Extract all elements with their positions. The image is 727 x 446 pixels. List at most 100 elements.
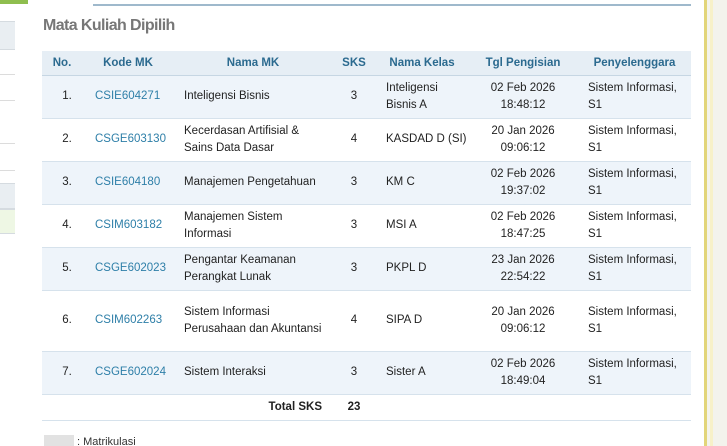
table-row: 6. CSIM602263 Sistem Informasi Perusahaa… bbox=[42, 290, 691, 352]
row-no: 7. bbox=[42, 351, 82, 395]
row-tgl-date: 20 Jan 2026 bbox=[491, 124, 555, 137]
row-sks: 3 bbox=[332, 247, 376, 291]
row-no: 1. bbox=[42, 75, 82, 119]
row-nama: Pengantar Keamanan Perangkat Lunak bbox=[174, 247, 332, 291]
row-penyelenggara: Sistem Informasi, S1 bbox=[578, 118, 691, 162]
row-kode: CSIE604180 bbox=[82, 161, 174, 205]
selected-courses-table: No. Kode MK Nama MK SKS Nama Kelas Tgl P… bbox=[42, 51, 691, 421]
row-penyelenggara: Sistem Informasi, S1 bbox=[578, 75, 691, 119]
sidebar-block[interactable] bbox=[0, 21, 15, 50]
row-nama: Sistem Interaksi bbox=[174, 351, 332, 395]
row-no: 5. bbox=[42, 247, 82, 291]
course-code-link[interactable]: CSIM603182 bbox=[95, 219, 163, 231]
row-penyelenggara: Sistem Informasi, S1 bbox=[578, 161, 691, 205]
sidebar-divider bbox=[0, 143, 15, 144]
legend: : Matrikulasi bbox=[44, 435, 136, 446]
row-no: 6. bbox=[42, 290, 82, 352]
course-code-link[interactable]: CSGE602024 bbox=[95, 366, 166, 378]
table-row: 3. CSIE604180 Manajemen Pengetahuan 3 KM… bbox=[42, 161, 691, 205]
sidebar-block-highlight[interactable] bbox=[0, 209, 15, 234]
row-kode: CSGE602024 bbox=[82, 351, 174, 395]
row-kode: CSIE604271 bbox=[82, 75, 174, 119]
course-code-link[interactable]: CSGE603130 bbox=[95, 133, 166, 145]
row-nama: Inteligensi Bisnis bbox=[174, 75, 332, 119]
row-tgl: 02 Feb 2026 19:37:02 bbox=[468, 161, 578, 205]
header-sks: SKS bbox=[332, 51, 376, 76]
table-row: 7. CSGE602024 Sistem Interaksi 3 Sister … bbox=[42, 351, 691, 395]
row-tgl-time: 18:47:25 bbox=[500, 227, 546, 240]
row-sks: 3 bbox=[332, 75, 376, 119]
row-nama: Manajemen Pengetahuan bbox=[174, 161, 332, 205]
row-no: 3. bbox=[42, 161, 82, 205]
row-sks: 3 bbox=[332, 351, 376, 395]
row-kelas: KM C bbox=[376, 161, 468, 205]
row-tgl: 02 Feb 2026 18:48:12 bbox=[468, 75, 578, 119]
row-tgl-date: 02 Feb 2026 bbox=[490, 357, 556, 370]
course-code-link[interactable]: CSGE602023 bbox=[95, 262, 166, 274]
matrikulasi-swatch bbox=[44, 435, 74, 446]
header-tgl: Tgl Pengisian bbox=[468, 51, 578, 76]
row-kelas: Sister A bbox=[376, 351, 468, 395]
table-row: 1. CSIE604271 Inteligensi Bisnis 3 Intel… bbox=[42, 75, 691, 119]
row-kelas: Inteligensi Bisnis A bbox=[376, 75, 468, 119]
sidebar-block[interactable] bbox=[0, 183, 15, 209]
row-tgl: 20 Jan 2026 09:06:12 bbox=[468, 118, 578, 162]
row-tgl-date: 02 Feb 2026 bbox=[490, 167, 556, 180]
row-penyelenggara: Sistem Informasi, S1 bbox=[578, 351, 691, 395]
course-code-link[interactable]: CSIE604180 bbox=[95, 176, 161, 188]
section-title: Mata Kuliah Dipilih bbox=[43, 17, 175, 34]
total-row: Total SKS 23 bbox=[42, 394, 691, 421]
sidebar-divider bbox=[0, 100, 15, 101]
table-row: 5. CSGE602023 Pengantar Keamanan Perangk… bbox=[42, 247, 691, 291]
course-code-link[interactable]: CSIE604271 bbox=[95, 90, 161, 102]
row-tgl: 20 Jan 2026 09:06:12 bbox=[468, 290, 578, 352]
row-penyelenggara: Sistem Informasi, S1 bbox=[578, 204, 691, 248]
row-no: 4. bbox=[42, 204, 82, 248]
table-row: 4. CSIM603182 Manajemen Sistem Informasi… bbox=[42, 204, 691, 248]
header-kode: Kode MK bbox=[82, 51, 174, 76]
row-tgl: 02 Feb 2026 18:49:04 bbox=[468, 351, 578, 395]
sidebar-divider bbox=[0, 170, 15, 171]
header-penyelenggara: Penyelenggara bbox=[578, 51, 691, 76]
row-tgl-time: 09:06:12 bbox=[500, 141, 546, 154]
row-tgl-date: 20 Jan 2026 bbox=[491, 305, 555, 318]
row-tgl-date: 02 Feb 2026 bbox=[490, 81, 556, 94]
row-kelas: PKPL D bbox=[376, 247, 468, 291]
row-penyelenggara: Sistem Informasi, S1 bbox=[578, 247, 691, 291]
row-tgl-time: 18:49:04 bbox=[500, 374, 546, 387]
row-kelas: SIPA D bbox=[376, 290, 468, 352]
row-tgl-date: 02 Feb 2026 bbox=[490, 210, 556, 223]
table-header-row: No. Kode MK Nama MK SKS Nama Kelas Tgl P… bbox=[42, 51, 691, 76]
row-tgl-date: 23 Jan 2026 bbox=[491, 253, 555, 266]
row-sks: 3 bbox=[332, 204, 376, 248]
row-tgl-time: 19:37:02 bbox=[500, 184, 546, 197]
header-no: No. bbox=[42, 51, 82, 76]
course-code-link[interactable]: CSIM602263 bbox=[95, 314, 163, 326]
row-nama: Manajemen Sistem Informasi bbox=[174, 204, 332, 248]
header-nama: Nama MK bbox=[174, 51, 332, 76]
row-kode: CSIM603182 bbox=[82, 204, 174, 248]
sidebar-partial bbox=[0, 0, 93, 446]
panel-top-border bbox=[93, 4, 691, 6]
row-kode: CSGE602023 bbox=[82, 247, 174, 291]
row-tgl-time: 09:06:12 bbox=[500, 322, 546, 335]
row-kelas: MSI A bbox=[376, 204, 468, 248]
row-sks: 4 bbox=[332, 290, 376, 352]
row-sks: 4 bbox=[332, 118, 376, 162]
total-value: 23 bbox=[332, 394, 376, 421]
row-nama: Kecerdasan Artifisial & Sains Data Dasar bbox=[174, 118, 332, 162]
row-tgl-time: 22:54:22 bbox=[500, 270, 546, 283]
row-kode: CSGE603130 bbox=[82, 118, 174, 162]
table-row: 2. CSGE603130 Kecerdasan Artifisial & Sa… bbox=[42, 118, 691, 162]
total-spacer bbox=[376, 394, 691, 421]
row-penyelenggara: Sistem Informasi, S1 bbox=[578, 290, 691, 352]
row-tgl: 23 Jan 2026 22:54:22 bbox=[468, 247, 578, 291]
legend-label: : Matrikulasi bbox=[77, 436, 136, 446]
row-nama: Sistem Informasi Perusahaan dan Akuntans… bbox=[174, 290, 332, 352]
right-rail bbox=[704, 0, 727, 446]
sidebar-divider bbox=[0, 74, 15, 75]
row-tgl-time: 18:48:12 bbox=[500, 98, 546, 111]
total-label: Total SKS bbox=[42, 394, 332, 421]
row-no: 2. bbox=[42, 118, 82, 162]
row-kelas: KASDAD D (SI) bbox=[376, 118, 468, 162]
